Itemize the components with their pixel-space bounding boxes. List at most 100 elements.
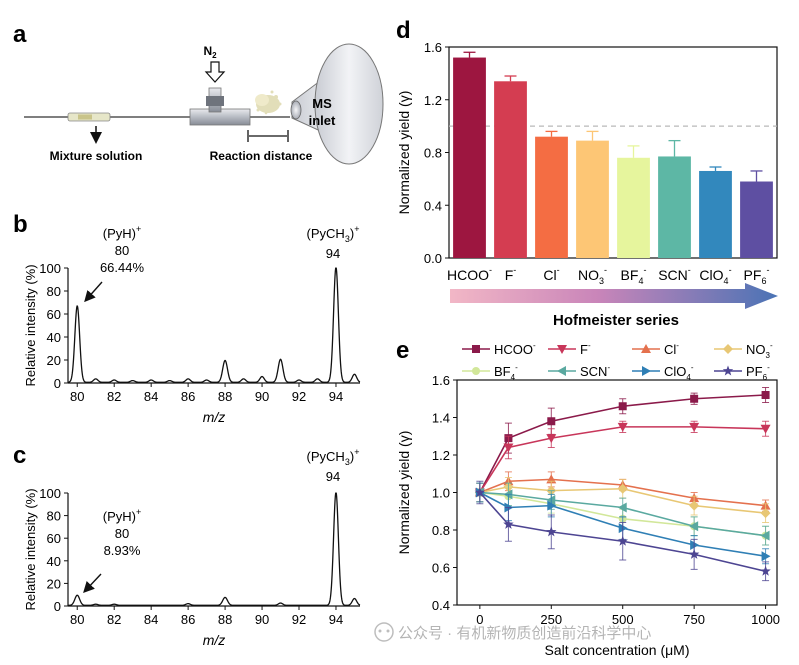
n2-label: N2 xyxy=(203,44,217,60)
hofmeister-label: Hofmeister series xyxy=(553,312,679,329)
y-tick-label: 40 xyxy=(47,330,61,345)
data-point xyxy=(722,365,734,376)
syringe-plunger xyxy=(78,114,92,120)
anion-name: BF xyxy=(621,267,639,283)
pych3-subscript: 3 xyxy=(345,457,350,467)
data-point xyxy=(557,345,567,354)
series-line xyxy=(479,491,766,573)
y-tick-label: 60 xyxy=(47,531,61,546)
reaction-distance-label: Reaction distance xyxy=(210,149,313,163)
bar xyxy=(453,57,486,258)
anion-charge: - xyxy=(729,265,732,275)
legend-label: HCOO- xyxy=(494,341,536,357)
data-point xyxy=(618,402,627,411)
anion-charge: - xyxy=(766,265,769,275)
data-point xyxy=(617,535,628,546)
legend-anion-name: NO xyxy=(746,342,766,357)
spray-plume xyxy=(255,90,282,115)
data-point xyxy=(688,548,700,559)
bar xyxy=(576,140,609,258)
data-point xyxy=(546,434,557,444)
legend-anion-charge: - xyxy=(767,363,770,372)
y-axis-title: Normalized yield (γ) xyxy=(396,431,412,555)
y-tick-label: 0.8 xyxy=(424,146,442,161)
legend-anion-charge: - xyxy=(533,341,536,350)
data-point xyxy=(472,367,480,375)
data-point xyxy=(760,424,771,434)
x-tick-label: 86 xyxy=(181,612,195,627)
x-tick-label: 88 xyxy=(218,612,232,627)
y-tick-label: 100 xyxy=(39,261,61,276)
data-point xyxy=(690,394,699,403)
bar xyxy=(699,170,732,258)
x-tick-label: PF6- xyxy=(744,265,770,286)
series-pf6 xyxy=(474,480,771,582)
pych3-mz-label: 94 xyxy=(326,469,340,484)
chart-c-spectrum: c 80 82 84 86 88 90 92 94 0 20 40 60 80 100 m/z Relative… xyxy=(13,442,361,648)
pych3-mz-label: 94 xyxy=(326,246,340,261)
anion-charge: - xyxy=(557,265,560,275)
legend-anion-subscript: 3 xyxy=(766,351,771,360)
hofmeister-arrow xyxy=(450,283,778,309)
x-tick-label: Cl- xyxy=(543,265,559,283)
data-point xyxy=(547,500,557,511)
x-axis-title: m/z xyxy=(203,632,226,648)
y-tick-label: 100 xyxy=(39,486,61,501)
x-tick-label: 750 xyxy=(683,612,705,627)
gas-fitting xyxy=(206,96,224,106)
pych3-ion-text: (PyCH xyxy=(307,226,345,241)
data-point xyxy=(689,422,700,432)
data-point xyxy=(617,483,628,494)
x-tick-label: 82 xyxy=(107,612,121,627)
panel-e-letter: e xyxy=(396,337,409,364)
x-tick-label: 80 xyxy=(70,612,84,627)
anion-name: F xyxy=(505,267,514,283)
wechat-icon xyxy=(374,622,394,642)
panel-d-letter: d xyxy=(396,17,411,44)
pych3-close-paren: ) xyxy=(350,226,354,241)
legend-label: Cl- xyxy=(664,341,679,357)
data-point xyxy=(689,521,699,532)
legend-anion-name: F xyxy=(580,342,588,357)
spectrum-trace xyxy=(67,267,361,383)
ms-inlet-mouth xyxy=(314,43,384,165)
legend-anion-charge: - xyxy=(676,341,679,350)
x-tick-label: 92 xyxy=(292,612,306,627)
series-line xyxy=(479,394,766,493)
pyh-charge: + xyxy=(136,224,141,234)
x-tick-label: 82 xyxy=(107,389,121,404)
x-tick-label: BF4- xyxy=(621,265,647,286)
data-point xyxy=(547,417,556,426)
y-axis-title: Relative intensity (%) xyxy=(23,488,38,610)
data-point xyxy=(472,345,480,353)
pych3-charge: + xyxy=(354,224,359,234)
x-tick-label: ClO4- xyxy=(699,265,731,286)
bar xyxy=(494,81,527,258)
series-line xyxy=(479,491,766,537)
y-tick-label: 0 xyxy=(54,376,61,391)
y-axis-title: Relative intensity (%) xyxy=(23,264,38,386)
y-axis-title: Normalized yield (γ) xyxy=(396,91,412,215)
pych3-ion-text: (PyCH xyxy=(307,449,345,464)
anion-name: ClO xyxy=(699,267,723,283)
y-tick-label: 40 xyxy=(47,554,61,569)
panel-b-letter: b xyxy=(13,211,28,238)
y-tick-label: 0.6 xyxy=(432,561,450,576)
legend-anion-charge: - xyxy=(588,341,591,350)
y-tick-label: 0.4 xyxy=(424,198,442,213)
pych3-ion-label: (PyCH3)+ xyxy=(307,447,360,467)
x-tick-label: 0 xyxy=(476,612,483,627)
legend-label: F- xyxy=(580,341,591,357)
series-line xyxy=(479,426,766,493)
pych3-ion-label: (PyCH3)+ xyxy=(307,224,360,244)
x-tick-label: 80 xyxy=(70,389,84,404)
anion-charge: - xyxy=(643,265,646,275)
y-tick-label: 0.8 xyxy=(432,523,450,538)
x-tick-label: 90 xyxy=(255,612,269,627)
anion-charge: - xyxy=(604,265,607,275)
x-tick-label: 84 xyxy=(144,389,158,404)
watermark: 公众号 · 有机新物质创造前沿科学中心 xyxy=(374,622,651,642)
pych3-subscript: 3 xyxy=(345,234,350,244)
chart-b-spectrum: b 80 82 84 86 88 90 92 94 0 20 40 60 80 100 m/z Relative… xyxy=(13,211,361,425)
legend-label: ClO4- xyxy=(664,363,694,382)
